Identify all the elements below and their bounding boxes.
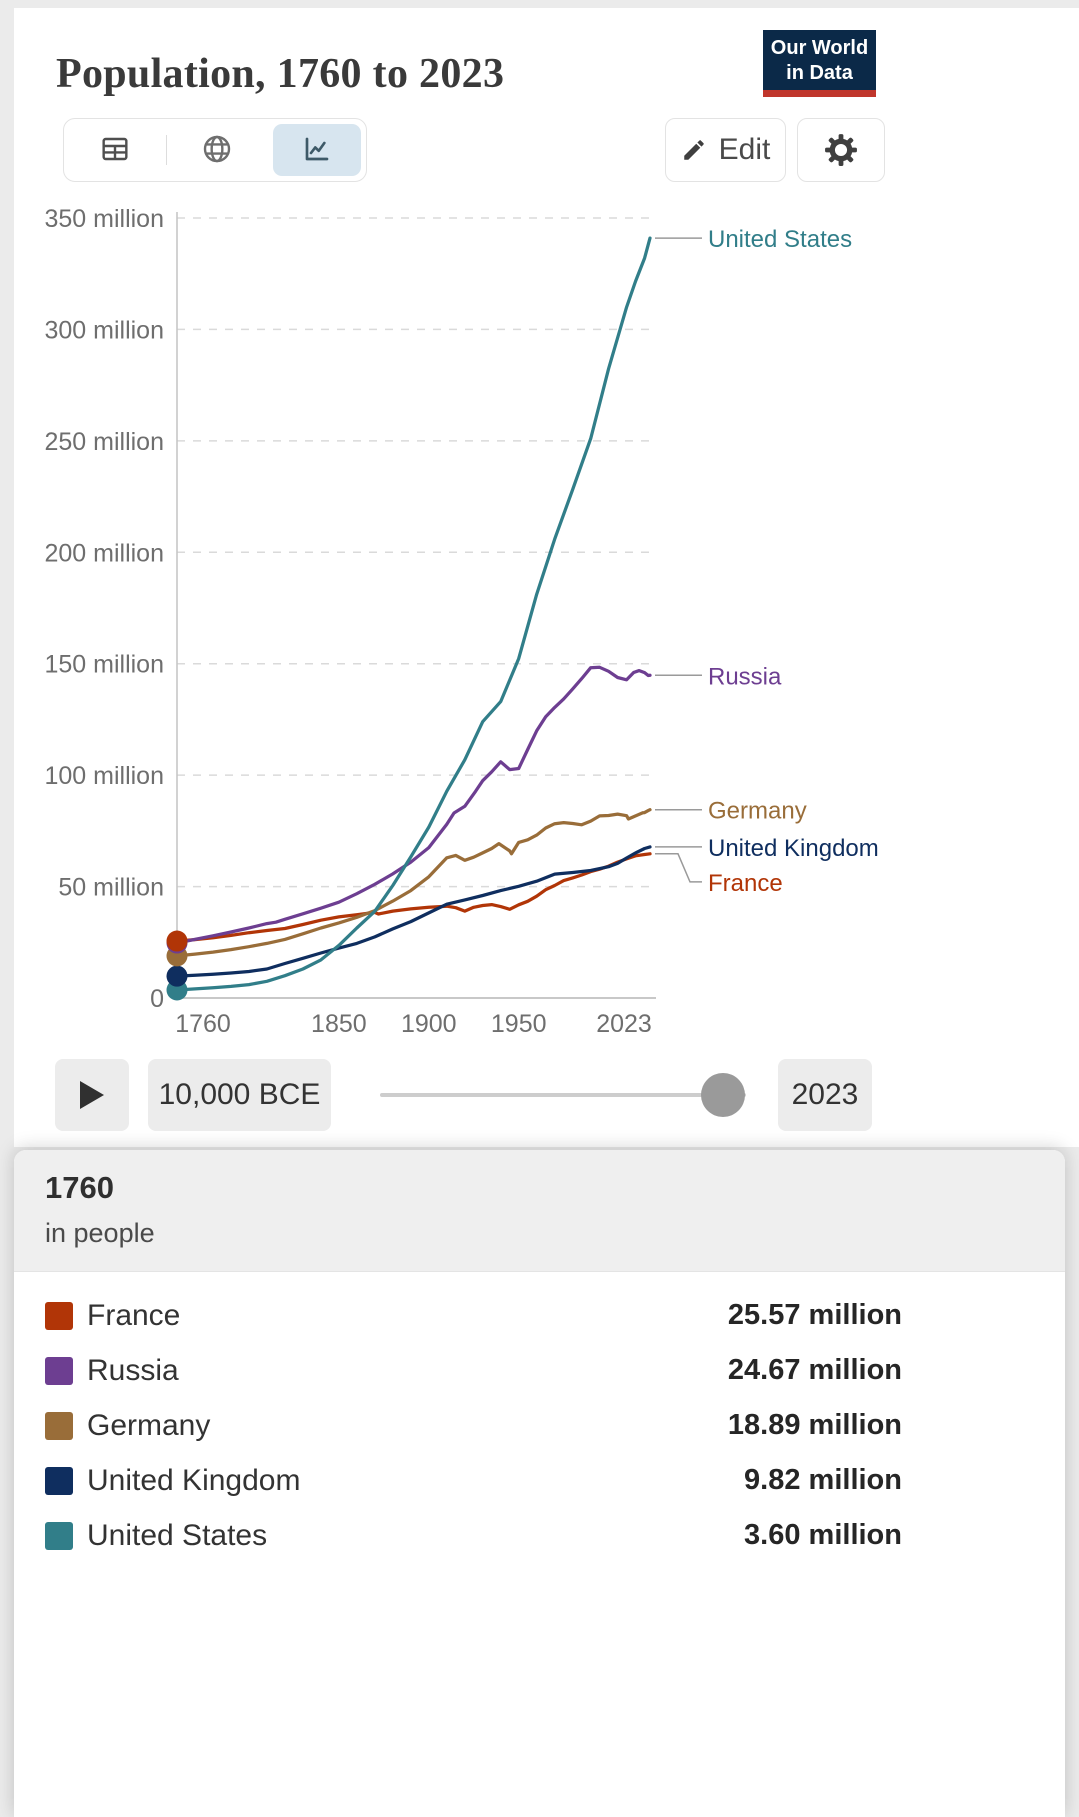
gear-icon — [824, 133, 858, 167]
legend-value: 3.60 million — [744, 1519, 902, 1551]
y-tick-label: 350 million — [44, 205, 164, 233]
edit-button[interactable]: Edit — [665, 118, 786, 182]
table-icon — [99, 133, 131, 168]
chart-title: Population, 1760 to 2023 — [56, 51, 505, 98]
legend-row: Germany 18.89 million — [45, 1398, 902, 1453]
legend-entity: France — [87, 1298, 181, 1332]
settings-button[interactable] — [797, 118, 885, 182]
play-icon — [80, 1081, 104, 1109]
entity-label: United States — [708, 226, 852, 253]
legend-swatch — [45, 1466, 73, 1495]
legend-row: Russia 24.67 million — [45, 1343, 902, 1398]
tooltip-year: 1760 — [45, 1170, 114, 1205]
timeline-handle[interactable] — [701, 1073, 745, 1117]
timeline-track[interactable] — [380, 1093, 746, 1097]
tab-separator — [165, 135, 167, 165]
y-tick-label: 300 million — [44, 316, 164, 344]
x-tick-label: 1850 — [311, 1010, 367, 1038]
y-tick-label: 200 million — [44, 539, 164, 567]
entity-label: United Kingdom — [708, 835, 879, 862]
y-tick-label: 250 million — [44, 428, 164, 456]
timeline-slider[interactable] — [380, 1059, 746, 1131]
y-tick-label: 0 — [150, 985, 164, 1013]
legend-entity: Russia — [87, 1353, 179, 1387]
grapher-frame: Population, 1760 to 2023 Our World in Da… — [14, 8, 1079, 1147]
x-tick-label: 1950 — [491, 1010, 547, 1038]
globe-icon — [201, 133, 233, 168]
entity-label: Russia — [708, 663, 782, 690]
tab-chart[interactable] — [273, 124, 361, 176]
owid-logo[interactable]: Our World in Data — [763, 30, 876, 97]
edit-button-label: Edit — [718, 133, 771, 166]
series-line — [175, 236, 652, 992]
legend-swatch — [45, 1301, 73, 1330]
x-tick-label: 2023 — [596, 1010, 652, 1038]
legend-row: United Kingdom 9.82 million — [45, 1453, 902, 1508]
legend-value: 9.82 million — [744, 1464, 902, 1496]
legend-entity: Germany — [87, 1408, 211, 1442]
y-tick-label: 50 million — [58, 874, 164, 902]
line-chart[interactable]: 0 50 million 100 million 150 million 200 mil… — [14, 200, 1079, 1050]
y-tick-label: 150 million — [44, 651, 164, 679]
timeline-start-button[interactable]: 10,000 BCE — [148, 1059, 331, 1131]
series-line — [175, 808, 652, 958]
tooltip-header: 1760 in people — [14, 1150, 1065, 1272]
entity-label: Germany — [708, 798, 807, 825]
x-tick-label: 1900 — [401, 1010, 457, 1038]
legend-entity: United Kingdom — [87, 1463, 301, 1497]
entity-label: France — [708, 870, 783, 897]
series-start-dot — [166, 930, 188, 952]
tab-map[interactable] — [167, 119, 269, 181]
x-tick-label: 1760 — [175, 1010, 231, 1038]
series-start-dot — [166, 965, 188, 987]
line-chart-icon — [301, 133, 333, 168]
legend-swatch — [45, 1356, 73, 1385]
tooltip-panel: 1760 in people France 25.57 million Russia… — [14, 1150, 1065, 1817]
timeline-end-button[interactable]: 2023 — [778, 1059, 872, 1131]
legend-swatch — [45, 1411, 73, 1440]
legend-rows: France 25.57 million Russia 24.67 million Ge… — [14, 1272, 1065, 1563]
legend-value: 18.89 million — [727, 1409, 902, 1441]
view-tabs — [63, 118, 367, 182]
owid-logo-line1: Our World — [770, 37, 869, 59]
entity-label-connector — [655, 853, 702, 883]
y-tick-label: 100 million — [44, 762, 164, 790]
legend-value: 25.57 million — [727, 1299, 902, 1331]
tab-table[interactable] — [64, 119, 166, 181]
legend-entity: United States — [87, 1518, 268, 1552]
play-button[interactable] — [55, 1059, 129, 1131]
legend-swatch — [45, 1521, 73, 1550]
tooltip-unit: in people — [45, 1218, 155, 1248]
pencil-icon — [681, 137, 707, 163]
legend-row: France 25.57 million — [45, 1288, 902, 1343]
series-line — [175, 845, 652, 978]
owid-logo-line2: in Data — [786, 62, 853, 84]
legend-row: United States 3.60 million — [45, 1508, 902, 1563]
legend-value: 24.67 million — [727, 1354, 902, 1386]
series-line — [175, 665, 652, 945]
